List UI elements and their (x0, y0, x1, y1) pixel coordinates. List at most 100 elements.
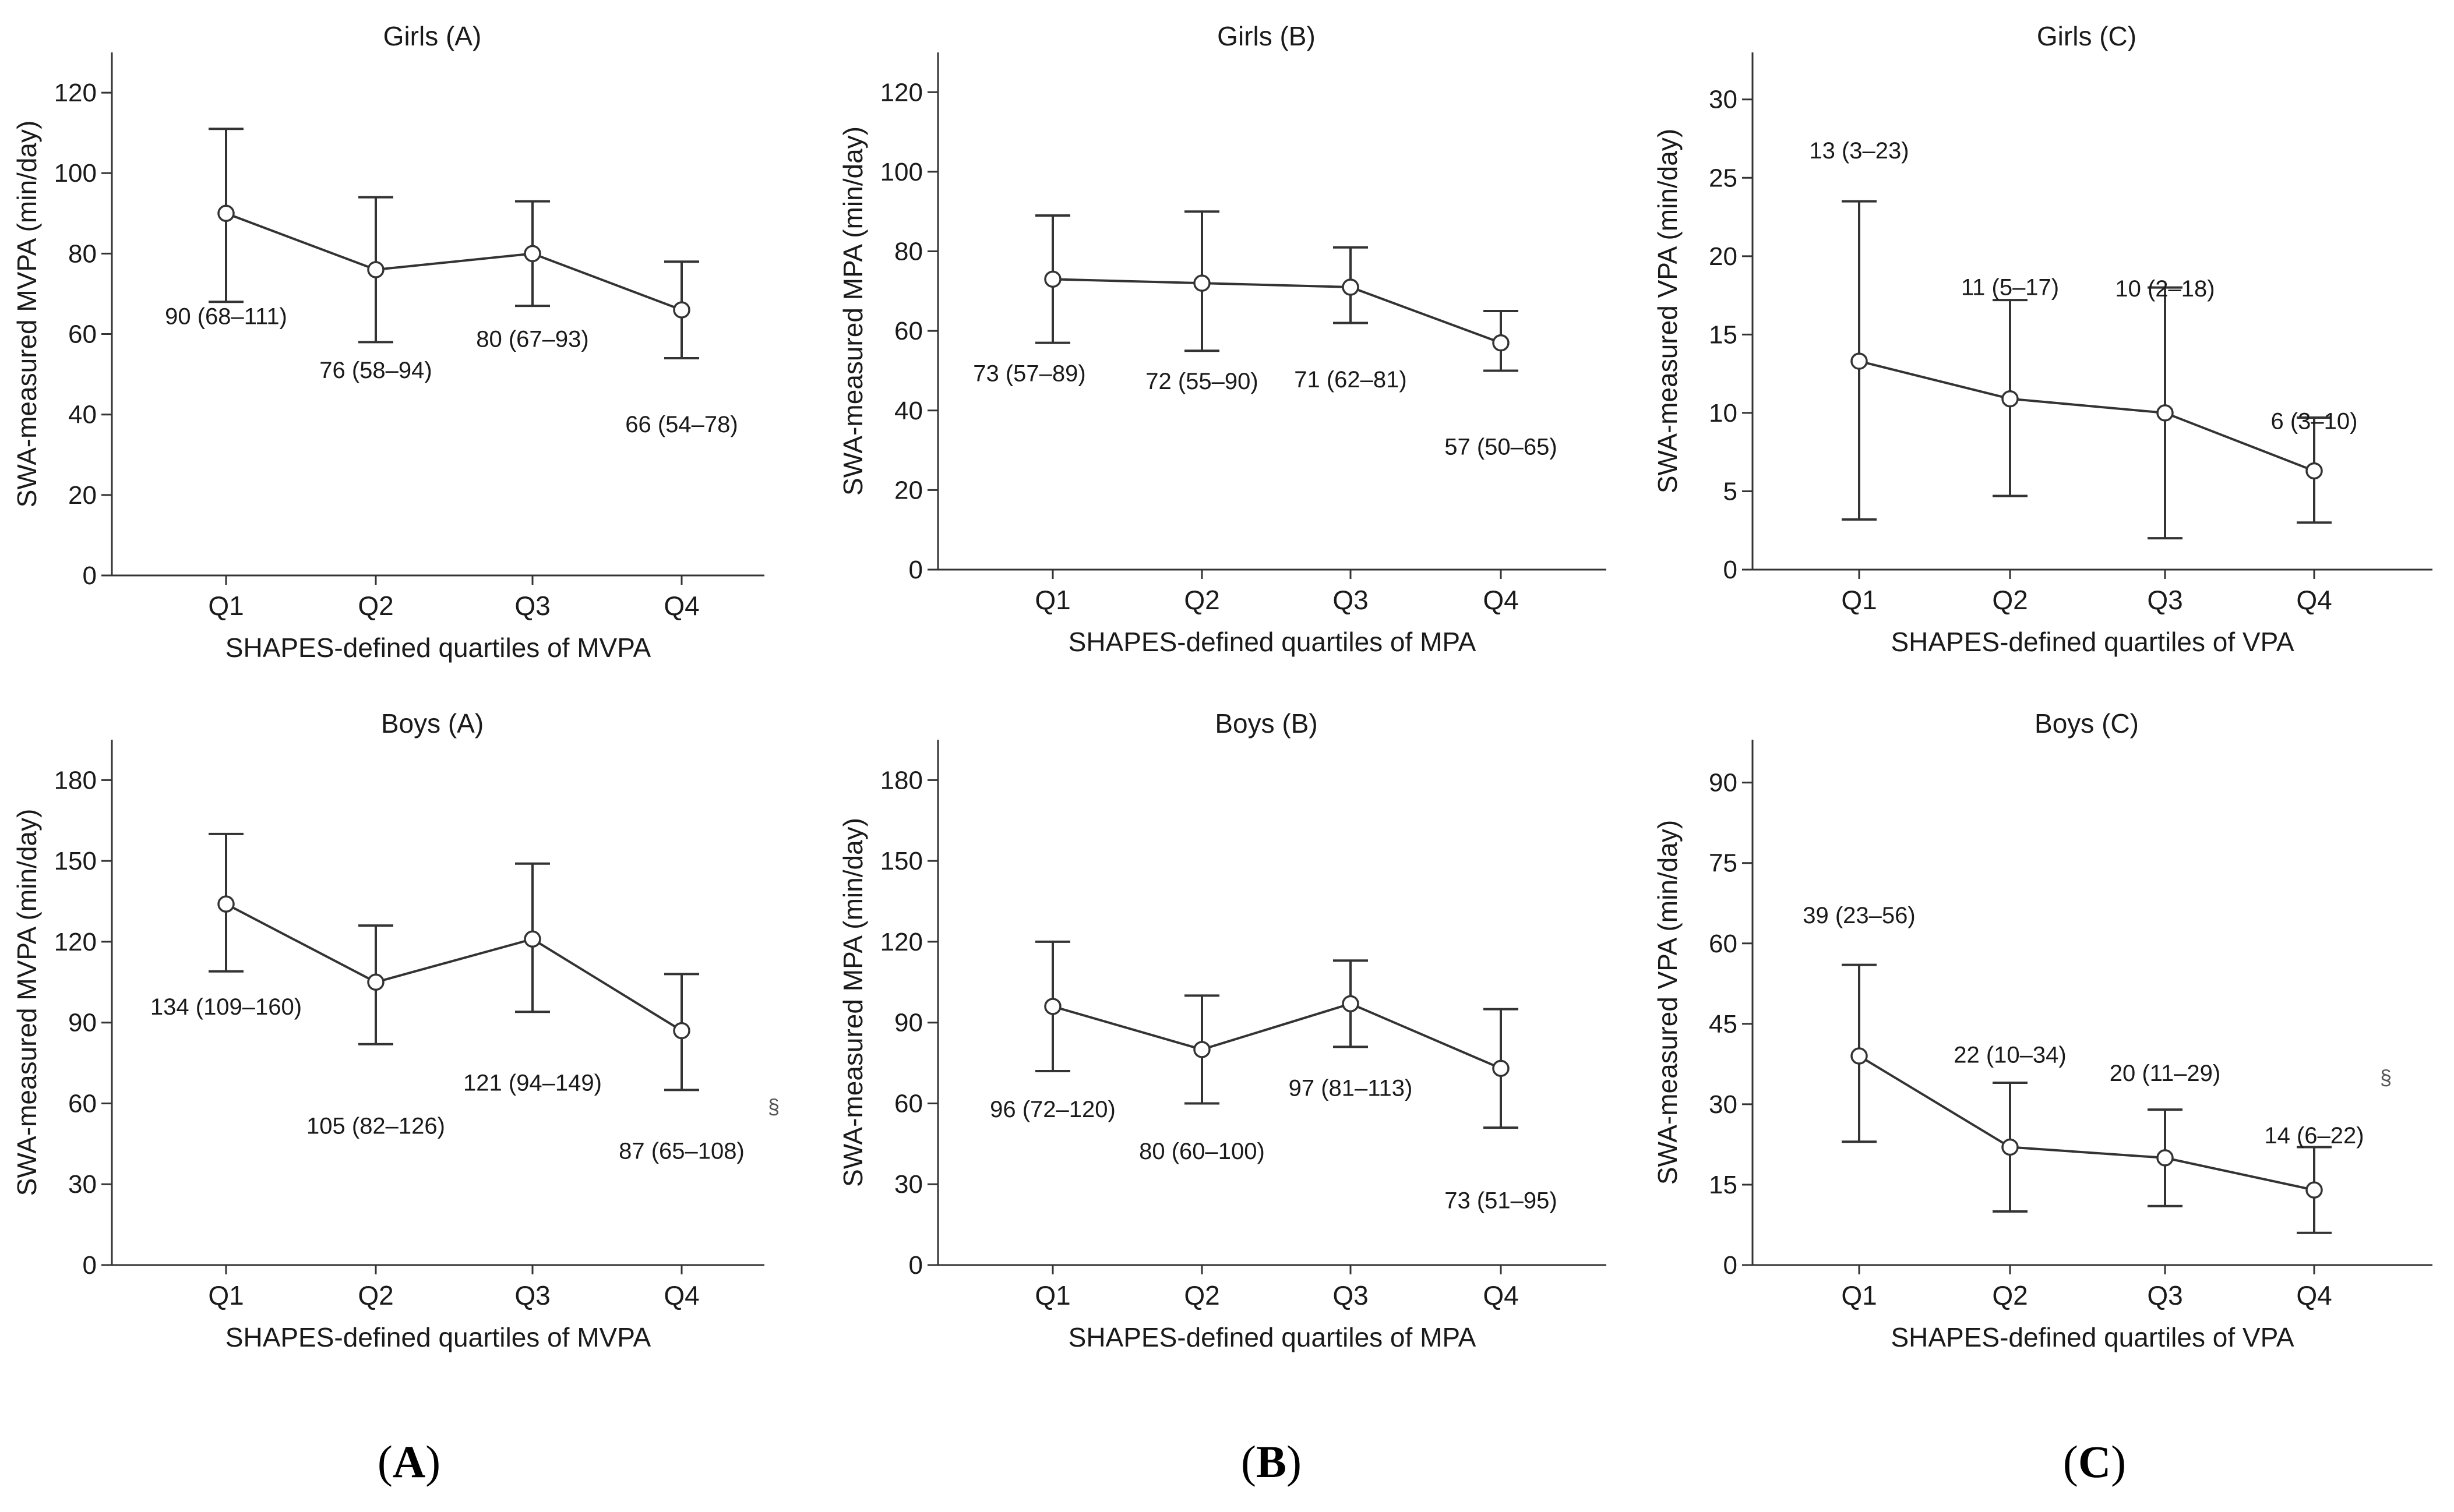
data-point (673, 1022, 690, 1040)
data-point (1850, 352, 1868, 370)
data-point (524, 245, 541, 263)
x-tick-label: Q1 (1841, 1280, 1877, 1310)
y-tick-label: 75 (1709, 849, 1737, 878)
chart-title: Boys (A) (381, 708, 484, 739)
y-axis-title: SWA-measured MPA (min/day) (838, 818, 868, 1187)
chart-title: Girls (A) (383, 21, 482, 51)
data-point (1492, 334, 1510, 352)
data-point (367, 261, 385, 278)
y-tick-label: 60 (894, 317, 923, 345)
x-tick-label: Q1 (1841, 585, 1877, 615)
data-label: 73 (57–89) (973, 361, 1085, 386)
data-point (217, 204, 235, 222)
panel-label-a: (A) (377, 1436, 441, 1487)
x-tick-label: Q4 (1483, 1280, 1518, 1310)
x-tick-label: Q2 (358, 1280, 393, 1310)
series-line (1858, 1055, 2315, 1192)
x-tick-label: Q1 (1035, 1280, 1070, 1310)
x-tick-label: Q2 (358, 591, 393, 621)
data-label: 80 (67–93) (476, 326, 588, 352)
y-axis-title: SWA-measured MVPA (min/day) (12, 121, 42, 508)
data-point (1850, 1047, 1868, 1065)
data-label: 6 (3–10) (2271, 408, 2358, 434)
y-tick-label: 100 (54, 159, 97, 188)
y-tick-label: 25 (1709, 164, 1737, 192)
data-label: 57 (50–65) (1444, 434, 1557, 460)
y-tick-label: 20 (894, 476, 923, 504)
y-tick-label: 0 (1723, 1251, 1737, 1280)
x-tick-label: Q3 (1332, 1280, 1368, 1310)
data-point (1193, 1041, 1211, 1058)
data-label: 134 (109–160) (150, 994, 302, 1020)
series-line (225, 212, 682, 311)
y-tick-label: 60 (68, 320, 97, 349)
panel-label-c: (C) (2062, 1436, 2127, 1487)
y-axis-title: SWA-measured MPA (min/day) (838, 126, 868, 496)
data-point (217, 895, 235, 913)
y-tick-label: 180 (880, 766, 923, 794)
data-point (367, 973, 385, 991)
x-tick-label: Q1 (208, 1280, 244, 1310)
x-tick-label: Q3 (514, 591, 550, 621)
panel-6: 0 15 30 45 60 75 90 Q1 Q2 Q3 Q4 Boys (C) SHAPES-defi… (1652, 708, 2432, 1352)
data-label: 22 (10–34) (1954, 1043, 2066, 1068)
y-tick-label: 0 (909, 556, 923, 584)
footnote-mark: § (768, 1094, 780, 1118)
panel-2: 0 20 40 60 80 100 120 Q1 Q2 Q3 Q4 Girls (B) SHAPES-d… (838, 21, 1606, 657)
x-axis-title: SHAPES-defined quartiles of MPA (1069, 1322, 1476, 1352)
y-tick-label: 90 (894, 1009, 923, 1037)
x-tick-label: Q4 (664, 591, 699, 621)
data-label: 39 (23–56) (1803, 903, 1915, 928)
x-tick-label: Q4 (1483, 585, 1518, 615)
x-axis-title: SHAPES-defined quartiles of MVPA (225, 633, 651, 663)
y-tick-label: 150 (54, 847, 97, 875)
y-tick-label: 0 (83, 561, 97, 590)
y-tick-label: 150 (880, 847, 923, 875)
x-tick-label: Q3 (2147, 585, 2182, 615)
y-tick-label: 15 (1709, 320, 1737, 349)
x-tick-label: Q1 (208, 591, 244, 621)
data-label: 80 (60–100) (1139, 1139, 1265, 1164)
y-tick-label: 30 (1709, 86, 1737, 114)
y-axis-title: SWA-measured VPA (min/day) (1652, 129, 1683, 493)
y-tick-label: 90 (68, 1009, 97, 1037)
y-tick-label: 120 (54, 79, 97, 107)
y-tick-label: 45 (1709, 1010, 1737, 1038)
y-tick-label: 20 (68, 481, 97, 510)
series-line (1859, 360, 2315, 472)
data-point (2156, 1149, 2174, 1167)
chart-title: Boys (C) (2035, 708, 2139, 739)
series-line (225, 903, 683, 1032)
data-label: 105 (82–126) (306, 1113, 445, 1139)
x-axis-title: SHAPES-defined quartiles of MVPA (225, 1322, 651, 1352)
data-label: 90 (68–111) (165, 303, 287, 329)
data-label: 96 (72–120) (990, 1097, 1116, 1122)
data-label: 121 (94–149) (463, 1070, 602, 1096)
x-tick-label: Q3 (2147, 1280, 2182, 1310)
y-tick-label: 40 (68, 401, 97, 429)
data-label: 10 (2–18) (2115, 276, 2215, 302)
y-tick-label: 5 (1723, 477, 1737, 506)
x-tick-label: Q3 (1332, 585, 1368, 615)
panel-5: 0 30 60 90 120 150 180 Q1 Q2 Q3 Q4 Boys (B) SHAPES-d… (838, 708, 1606, 1352)
x-tick-label: Q2 (1992, 1280, 2028, 1310)
series-line (1052, 1002, 1501, 1070)
panel-3: 0 5 10 15 20 25 30 Q1 Q2 Q3 Q4 Girls (C) SHAPES-defi… (1652, 21, 2432, 657)
y-tick-label: 20 (1709, 242, 1737, 271)
data-point (673, 301, 690, 319)
data-point (1193, 274, 1211, 292)
y-axis-title: SWA-measured MVPA (min/day) (12, 809, 42, 1196)
y-tick-label: 60 (1709, 930, 1737, 958)
x-tick-label: Q4 (664, 1280, 699, 1310)
y-tick-label: 120 (880, 928, 923, 956)
y-tick-label: 90 (1709, 769, 1737, 797)
data-point (2001, 390, 2019, 408)
data-label: 20 (11–29) (2110, 1061, 2221, 1086)
x-tick-label: Q2 (1184, 1280, 1219, 1310)
data-point (2305, 462, 2323, 480)
x-axis-title: SHAPES-defined quartiles of VPA (1891, 627, 2294, 657)
y-tick-label: 10 (1709, 399, 1737, 428)
y-tick-label: 80 (68, 239, 97, 268)
